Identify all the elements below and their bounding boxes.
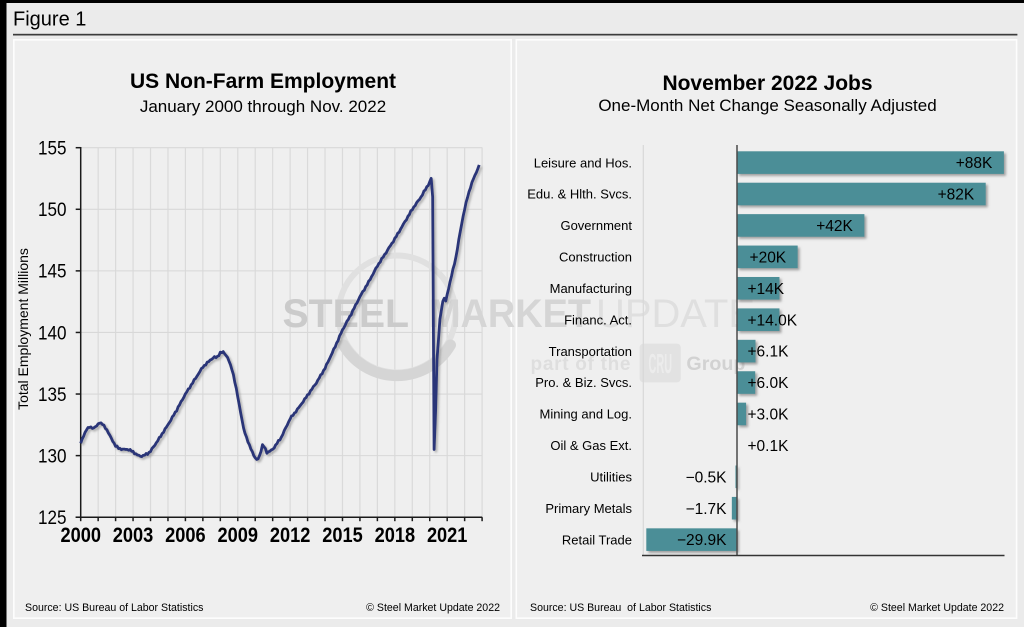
svg-text:140: 140 <box>38 323 67 344</box>
svg-text:+88K: +88K <box>956 155 993 172</box>
svg-text:+3.0K: +3.0K <box>748 407 790 424</box>
svg-text:+20K: +20K <box>750 249 787 266</box>
svg-text:January 2000 through Nov. 2022: January 2000 through Nov. 2022 <box>140 97 386 116</box>
svg-text:Manufacturing: Manufacturing <box>550 281 632 296</box>
svg-text:Edu. & Hlth. Svcs.: Edu. & Hlth. Svcs. <box>527 187 632 202</box>
svg-text:Oil & Gas Ext.: Oil & Gas Ext. <box>550 438 632 453</box>
svg-text:125: 125 <box>38 508 67 529</box>
svg-text:Transportation: Transportation <box>549 344 632 359</box>
svg-text:Mining and Log.: Mining and Log. <box>539 407 632 422</box>
svg-text:Pro. & Biz. Svcs.: Pro. & Biz. Svcs. <box>535 375 632 390</box>
svg-text:Total Employment Millions: Total Employment Millions <box>15 248 31 410</box>
svg-text:One-Month Net Change Seasonall: One-Month Net Change Seasonally Adjusted <box>598 96 936 115</box>
svg-text:Construction: Construction <box>559 250 632 265</box>
svg-text:2018: 2018 <box>375 524 416 547</box>
svg-text:Financ. Act.: Financ. Act. <box>564 312 632 327</box>
svg-text:−29.9K: −29.9K <box>677 532 727 549</box>
svg-text:+6.1K: +6.1K <box>748 344 790 361</box>
svg-text:145: 145 <box>38 262 67 283</box>
svg-text:Source: US Bureau of Labor St: Source: US Bureau of Labor Statistics <box>530 602 711 614</box>
svg-text:155: 155 <box>38 139 67 160</box>
svg-text:2003: 2003 <box>113 524 154 547</box>
svg-text:150: 150 <box>38 200 67 221</box>
svg-text:Figure 1: Figure 1 <box>13 9 86 31</box>
svg-text:© Steel Market Update 2022: © Steel Market Update 2022 <box>366 602 500 614</box>
svg-text:© Steel Market Update 2022: © Steel Market Update 2022 <box>870 602 1004 614</box>
svg-text:2009: 2009 <box>218 524 259 547</box>
svg-text:STEEL: STEEL <box>283 292 410 336</box>
svg-text:+0.1K: +0.1K <box>748 438 790 455</box>
svg-text:Leisure and Hos.: Leisure and Hos. <box>534 155 632 170</box>
svg-text:130: 130 <box>38 446 67 467</box>
svg-text:part of the: part of the <box>531 354 631 375</box>
svg-text:Primary Metals: Primary Metals <box>545 501 632 516</box>
svg-text:MARKET: MARKET <box>429 292 591 336</box>
svg-text:−1.7K: −1.7K <box>686 501 728 518</box>
svg-text:−0.5K: −0.5K <box>686 469 728 486</box>
svg-text:UPDATE: UPDATE <box>596 292 755 336</box>
svg-text:Group: Group <box>686 354 745 375</box>
svg-text:Source: US Bureau of Labor Sta: Source: US Bureau of Labor Statistics <box>25 602 203 614</box>
svg-text:Government: Government <box>560 218 632 233</box>
svg-text:US Non-Farm Employment: US Non-Farm Employment <box>130 70 396 93</box>
svg-text:135: 135 <box>38 385 67 406</box>
svg-text:2000: 2000 <box>60 524 101 547</box>
svg-text:CRU: CRU <box>649 348 673 379</box>
svg-text:+42K: +42K <box>816 218 853 235</box>
svg-text:2015: 2015 <box>322 524 363 547</box>
svg-text:Utilities: Utilities <box>590 470 632 485</box>
svg-text:2006: 2006 <box>165 524 206 547</box>
svg-text:+14K: +14K <box>748 281 785 298</box>
svg-text:+14.0K: +14.0K <box>748 312 798 329</box>
svg-text:+82K: +82K <box>938 187 975 204</box>
svg-text:Retail Trade: Retail Trade <box>562 532 632 547</box>
svg-text:+6.0K: +6.0K <box>748 375 790 392</box>
svg-text:2021: 2021 <box>427 524 468 547</box>
svg-text:2012: 2012 <box>270 524 311 547</box>
svg-text:November 2022 Jobs: November 2022 Jobs <box>662 72 872 95</box>
